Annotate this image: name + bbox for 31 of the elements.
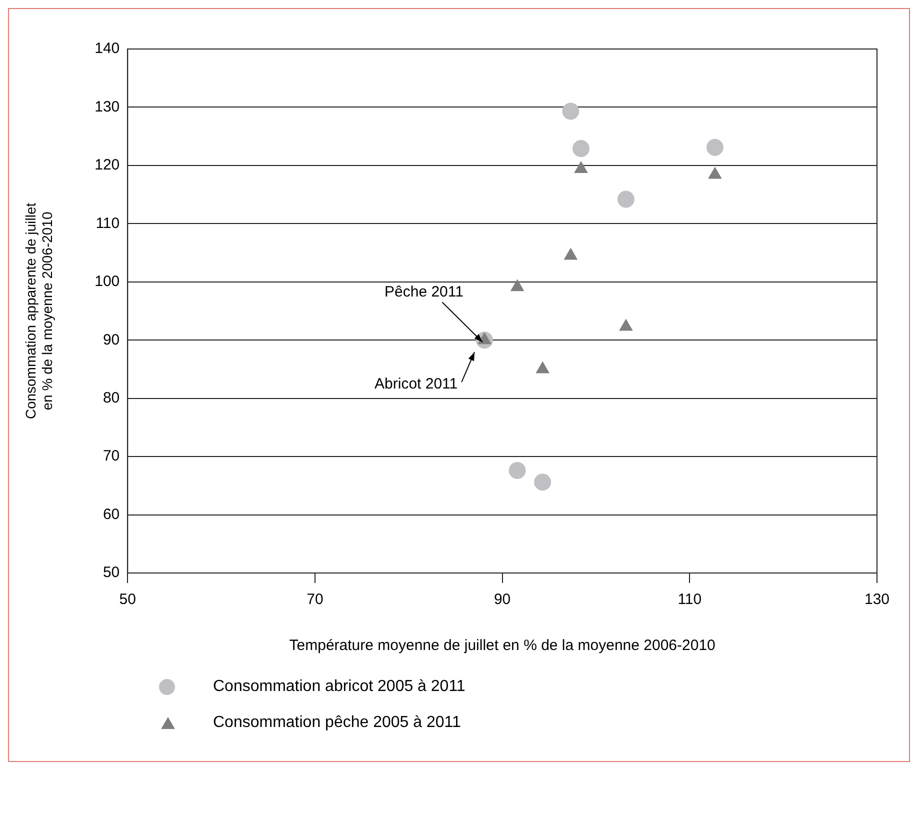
y-tick-label: 80 [102,389,120,406]
legend-label: Consommation pêche 2005 à 2011 [213,714,461,732]
y-tick-label: 50 [102,564,120,582]
point [572,140,590,158]
y-tick-label: 130 [94,98,120,116]
x-tick-label: 50 [119,591,136,608]
point [562,102,580,120]
point [564,248,578,260]
y-tick-label: 100 [94,273,120,290]
legend-label: Consommation abricot 2005 à 2011 [213,678,466,696]
point [706,138,724,156]
point [617,190,634,208]
point [510,280,524,292]
y-tick-label: 140 [94,40,120,58]
y-tick-label: 120 [94,156,120,174]
y-tick-label: 60 [102,506,120,523]
point [574,161,588,173]
annotation: Pêche 2011 [384,283,464,300]
x-tick-label: 90 [494,591,511,608]
point [619,319,633,331]
x-tick-label: 110 [678,591,702,608]
annotation: Abricot 2011 [374,375,458,392]
y-tick-label: 70 [102,448,120,465]
y-tick-label: 90 [102,331,120,348]
y-axis-title: Consommation apparente de juillet en % de la moyenne 2006-2010 [22,202,56,420]
x-axis-title: Température moyenne de juillet en % de la moyenne 2006-2010 [289,637,716,654]
x-tick-label: 130 [864,591,890,608]
point [536,362,550,374]
y-tick-label: 110 [96,214,120,232]
point [708,167,722,179]
x-tick-label: 70 [306,591,324,608]
